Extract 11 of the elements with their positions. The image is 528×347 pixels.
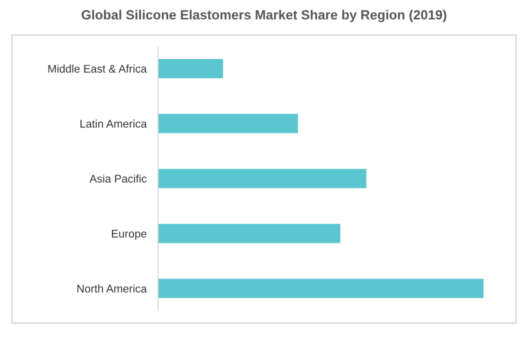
y-tick-label: Middle East & Africa [48, 64, 147, 73]
bar [158, 278, 484, 298]
y-tick-label: Europe [112, 230, 146, 240]
y-tick-label: Latin America [80, 120, 147, 128]
y-tick-label: Asia Pacific [89, 174, 147, 183]
chart-title: Global Silicone Elastomers Market Share by Region (2019) [82, 10, 446, 22]
bar [158, 168, 366, 188]
bar [158, 224, 340, 244]
y-tick-label: North America [77, 284, 147, 293]
bar [158, 114, 298, 134]
bar [158, 58, 224, 78]
